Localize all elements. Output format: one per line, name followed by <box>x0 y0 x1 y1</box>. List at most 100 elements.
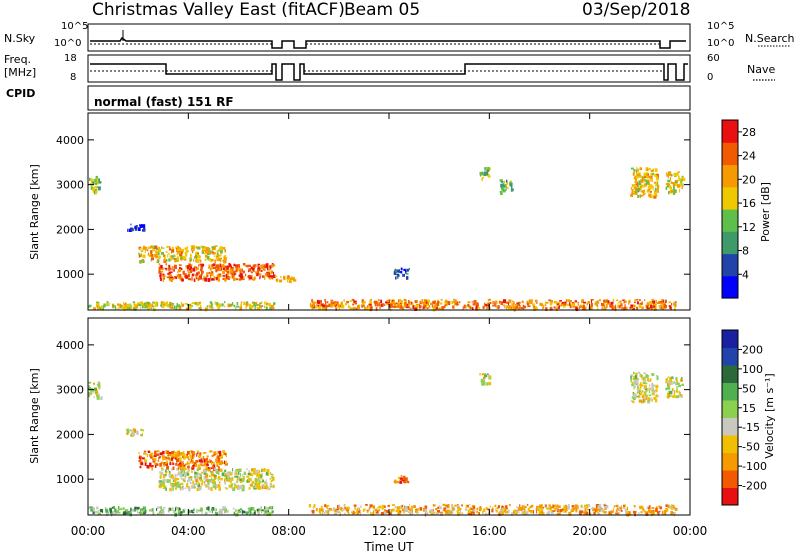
velocity-cell <box>496 507 498 509</box>
velocity-cell <box>235 476 238 478</box>
velocity-cell <box>136 431 139 435</box>
power-cell <box>90 186 93 190</box>
power-cell <box>581 305 583 308</box>
power-cell <box>139 224 143 228</box>
velocity-cell <box>403 505 405 509</box>
power-cell <box>203 275 205 279</box>
power-cell <box>163 256 166 261</box>
power-cell <box>579 304 582 309</box>
velocity-cell <box>589 512 592 516</box>
velocity-cell <box>526 503 529 506</box>
power-cell <box>539 303 542 306</box>
power-cell <box>172 276 174 281</box>
velocity-cell <box>221 456 223 459</box>
velocity-cell <box>257 483 261 487</box>
power-cell <box>99 307 103 309</box>
velocity-cell <box>89 390 91 393</box>
power-cell <box>191 251 194 254</box>
power-cell <box>288 280 290 283</box>
velocity-cell <box>213 474 217 477</box>
velocity-cell <box>620 505 622 508</box>
power-cell <box>572 303 575 307</box>
velocity-cell <box>623 504 626 508</box>
power-cell <box>202 248 204 253</box>
power-cell <box>96 301 99 304</box>
power-cell <box>196 276 198 280</box>
velocity-cell <box>598 508 601 512</box>
velocity-cell <box>633 387 635 390</box>
velocity-cell <box>150 452 154 455</box>
velocity-cell <box>217 461 220 464</box>
velocity-cell <box>590 507 592 510</box>
velocity-cell <box>254 469 258 473</box>
power-cell <box>197 254 200 258</box>
power-cell <box>265 273 268 276</box>
power-cell <box>506 305 509 308</box>
velocity-cell <box>122 507 125 511</box>
velocity-cell <box>597 505 601 510</box>
power-cell <box>91 182 95 185</box>
velocity-cell <box>486 382 489 386</box>
velocity-cell <box>133 429 136 434</box>
velocity-colorbar-segment <box>722 470 738 488</box>
power-cell <box>556 303 559 305</box>
power-cell <box>644 176 647 178</box>
power-cell <box>128 306 130 310</box>
power-cell <box>178 305 182 309</box>
power-cell <box>406 276 409 280</box>
power-cell <box>156 301 158 305</box>
velocity-cell <box>191 478 193 481</box>
velocity-cell <box>168 458 172 462</box>
power-cell <box>335 304 337 307</box>
power-cell <box>361 304 364 308</box>
velocity-cell <box>537 507 541 512</box>
power-cell <box>143 228 146 232</box>
velocity-cell <box>565 509 567 513</box>
power-cell <box>582 304 585 308</box>
power-cell <box>169 278 172 281</box>
power-cell <box>650 304 653 309</box>
velocity-cell <box>216 464 219 467</box>
power-cell <box>177 269 180 273</box>
power-cell <box>163 303 165 306</box>
power-cell <box>330 299 332 304</box>
power-cell <box>519 305 521 309</box>
velocity-cell <box>408 511 410 513</box>
power-cell <box>463 304 466 309</box>
power-cell <box>408 299 410 304</box>
power-cell <box>266 275 269 278</box>
velocity-cell <box>154 464 157 468</box>
colorbar-tick-label: 16 <box>742 197 756 210</box>
velocity-cell <box>675 378 678 383</box>
power-cell <box>146 249 149 252</box>
power-cell <box>201 270 204 274</box>
velocity-cell <box>637 388 639 393</box>
velocity-cell <box>265 479 267 482</box>
velocity-cell <box>213 481 217 485</box>
power-cell <box>496 305 499 308</box>
power-cell <box>232 267 235 271</box>
velocity-cell <box>672 376 674 380</box>
velocity-cell <box>153 454 157 457</box>
power-cell <box>331 302 334 305</box>
velocity-cell <box>178 484 181 489</box>
velocity-cell <box>417 508 419 511</box>
power-cell <box>138 253 141 255</box>
velocity-colorbar-segment <box>722 452 738 471</box>
power-cell <box>640 184 644 187</box>
velocity-cell <box>583 511 586 515</box>
power-cell <box>206 273 209 278</box>
velocity-cell <box>106 512 110 515</box>
velocity-cell <box>344 507 346 510</box>
power-cell <box>206 272 209 275</box>
velocity-cell <box>196 453 198 457</box>
velocity-cell <box>642 394 645 398</box>
velocity-cell <box>374 508 376 511</box>
power-cell <box>350 307 353 310</box>
power-cell <box>658 305 661 307</box>
power-cell <box>583 301 587 304</box>
velocity-cell <box>183 470 185 474</box>
power-cell <box>184 247 188 251</box>
power-cell <box>650 185 654 187</box>
velocity-cell <box>191 484 193 489</box>
